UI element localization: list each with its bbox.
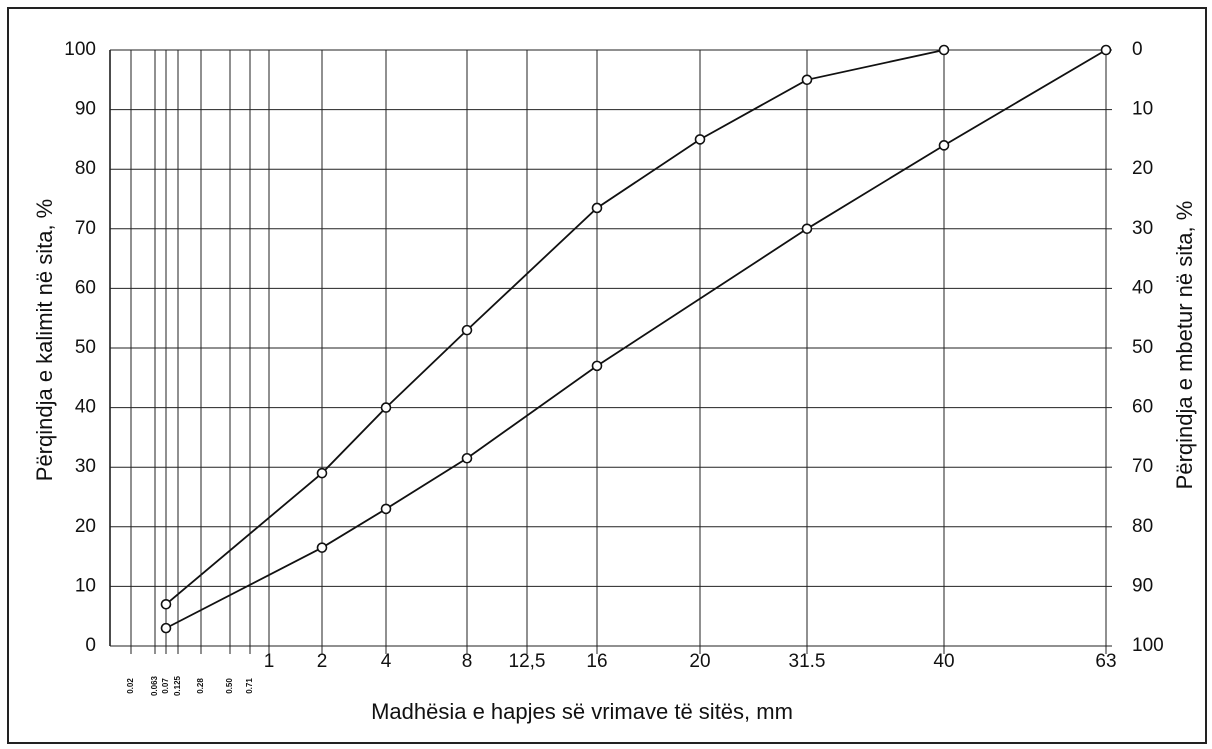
marker <box>160 622 172 634</box>
marker <box>316 467 328 479</box>
marker <box>591 202 603 214</box>
x-tick-label: 40 <box>933 651 954 672</box>
y-tick-label: 0 <box>85 635 96 656</box>
x-tick-label: 0.07 <box>161 678 170 694</box>
y-tick-label: 60 <box>75 277 96 298</box>
y-tick-label: 100 <box>64 39 96 60</box>
y2-tick-label: 70 <box>1132 456 1153 477</box>
x-tick-label: 4 <box>381 651 392 672</box>
y-tick-label: 20 <box>75 516 96 537</box>
y-axis-title: Përqindja e kalimit në sita, % <box>32 199 57 481</box>
x-tick-label: 0.50 <box>225 678 234 694</box>
y2-axis-title: Përqindja e mbetur në sita, % <box>1172 201 1197 490</box>
y-tick-label: 50 <box>75 337 96 358</box>
y-tick-label: 40 <box>75 397 96 418</box>
frame <box>7 7 1207 744</box>
y2-tick-label: 100 <box>1132 635 1164 656</box>
marker <box>591 360 603 372</box>
x-tick-label: 0.125 <box>173 675 182 696</box>
line <box>165 49 1107 629</box>
x-tick-label: 16 <box>586 651 607 672</box>
y2-tick-label: 0 <box>1132 39 1143 60</box>
marker <box>694 134 706 145</box>
x-tick-label: 20 <box>689 651 710 672</box>
y2-tick-label: 90 <box>1132 575 1153 596</box>
marker <box>801 223 813 235</box>
x-tick-label: 0.063 <box>150 675 159 696</box>
marker <box>461 452 473 464</box>
marker <box>938 44 950 56</box>
line <box>165 49 945 605</box>
y-tick-label: 90 <box>75 99 96 120</box>
x-tick-label: 1 <box>264 651 275 672</box>
x-tick-label: 63 <box>1095 651 1116 672</box>
marker <box>380 503 392 515</box>
y2-tick-label: 80 <box>1132 516 1153 537</box>
marker <box>160 598 172 610</box>
y-tick-label: 70 <box>75 218 96 239</box>
y-tick-label: 30 <box>75 456 96 477</box>
marker <box>380 402 392 413</box>
y2-tick-label: 30 <box>1132 218 1153 239</box>
marker <box>461 324 473 336</box>
marker <box>1100 44 1112 56</box>
y2-tick-label: 60 <box>1132 397 1153 418</box>
x-tick-label: 0.71 <box>245 678 254 694</box>
y2-tick-label: 10 <box>1132 99 1153 120</box>
x-tick-label: 0.28 <box>196 678 205 694</box>
y2-tick-label: 20 <box>1132 158 1153 179</box>
y2-tick-label: 50 <box>1132 337 1153 358</box>
x-axis-title: Madhësia e hapjes së vrimave të sitës, m… <box>371 699 793 724</box>
x-tick-label: 0.02 <box>126 678 135 694</box>
x-tick-label: 8 <box>462 651 473 672</box>
marker <box>316 542 328 553</box>
marker <box>938 140 950 151</box>
y-tick-label: 80 <box>75 158 96 179</box>
y2-tick-label: 40 <box>1132 277 1153 298</box>
y-tick-label: 10 <box>75 575 96 596</box>
marker <box>801 74 813 86</box>
x-tick-label: 2 <box>317 651 328 672</box>
x-tick-label: 31.5 <box>789 651 826 672</box>
x-tick-label: 12,5 <box>509 651 546 672</box>
